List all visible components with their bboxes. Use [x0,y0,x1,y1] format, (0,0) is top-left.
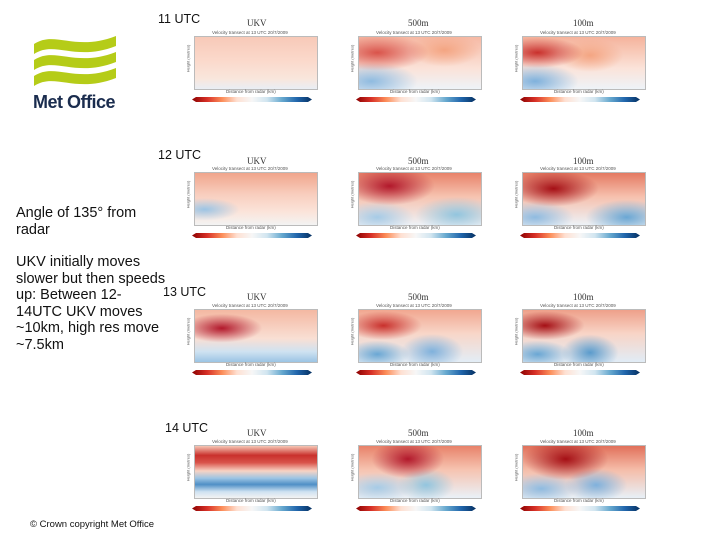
col-title-500m: 500m [408,156,429,166]
colorbar [356,97,476,102]
velocity-panel-12utc-ukv: Velocity transect at 13 UTC 20/7/2009 Hei… [185,166,318,232]
colorbar [520,506,640,511]
velocity-panel-12utc-500m: Velocity transect at 13 UTC 20/7/2009 Hei… [349,166,482,232]
colorbar [192,506,312,511]
time-label-13utc: 13 UTC [163,285,207,299]
colorbar [520,97,640,102]
col-title-ukv: UKV [247,156,267,166]
col-title-ukv: UKV [247,292,267,302]
colorbar [356,506,476,511]
velocity-panel-11utc-ukv: Velocity transect at 13 UTC 20/7/2009 Hei… [185,30,318,96]
col-title-100m: 100m [573,428,594,438]
copyright-footer: © Crown copyright Met Office [30,519,155,530]
velocity-panel-13utc-500m: Velocity transect at 13 UTC 20/7/2009 Hei… [349,303,482,369]
colorbar [520,233,640,238]
col-title-100m: 100m [573,156,594,166]
colorbar [192,370,312,375]
time-label-12utc: 12 UTC [158,148,202,162]
logo-wordmark: Met Office [33,92,116,112]
met-office-logo [34,36,116,86]
velocity-panel-11utc-100m: Velocity transect at 13 UTC 20/7/2009 Hei… [513,30,646,96]
colorbar [356,233,476,238]
velocity-panel-13utc-100m: Velocity transect at 13 UTC 20/7/2009 Hei… [513,303,646,369]
col-title-ukv: UKV [247,428,267,438]
col-title-100m: 100m [573,18,594,28]
velocity-panel-14utc-ukv: Velocity transect at 13 UTC 20/7/2009 Hei… [185,439,318,505]
movement-description: UKV initially moves slower but then spee… [16,254,166,353]
col-title-ukv: UKV [247,18,267,28]
velocity-panel-14utc-500m: Velocity transect at 13 UTC 20/7/2009 Hei… [349,439,482,505]
velocity-panel-11utc-500m: Velocity transect at 13 UTC 20/7/2009 Hei… [349,30,482,96]
time-label-14utc: 14 UTC [165,421,209,435]
colorbar [192,97,312,102]
colorbar [192,233,312,238]
colorbar [356,370,476,375]
col-title-500m: 500m [408,428,429,438]
col-title-500m: 500m [408,18,429,28]
col-title-500m: 500m [408,292,429,302]
velocity-panel-14utc-100m: Velocity transect at 13 UTC 20/7/2009 Hei… [513,439,646,505]
col-title-100m: 100m [573,292,594,302]
velocity-panel-13utc-ukv: Velocity transect at 13 UTC 20/7/2009 Hei… [185,303,318,369]
angle-caption: Angle of 135° from radar [16,205,137,238]
velocity-panel-12utc-100m: Velocity transect at 13 UTC 20/7/2009 Hei… [513,166,646,232]
colorbar [520,370,640,375]
time-label-11utc: 11 UTC [158,12,201,26]
